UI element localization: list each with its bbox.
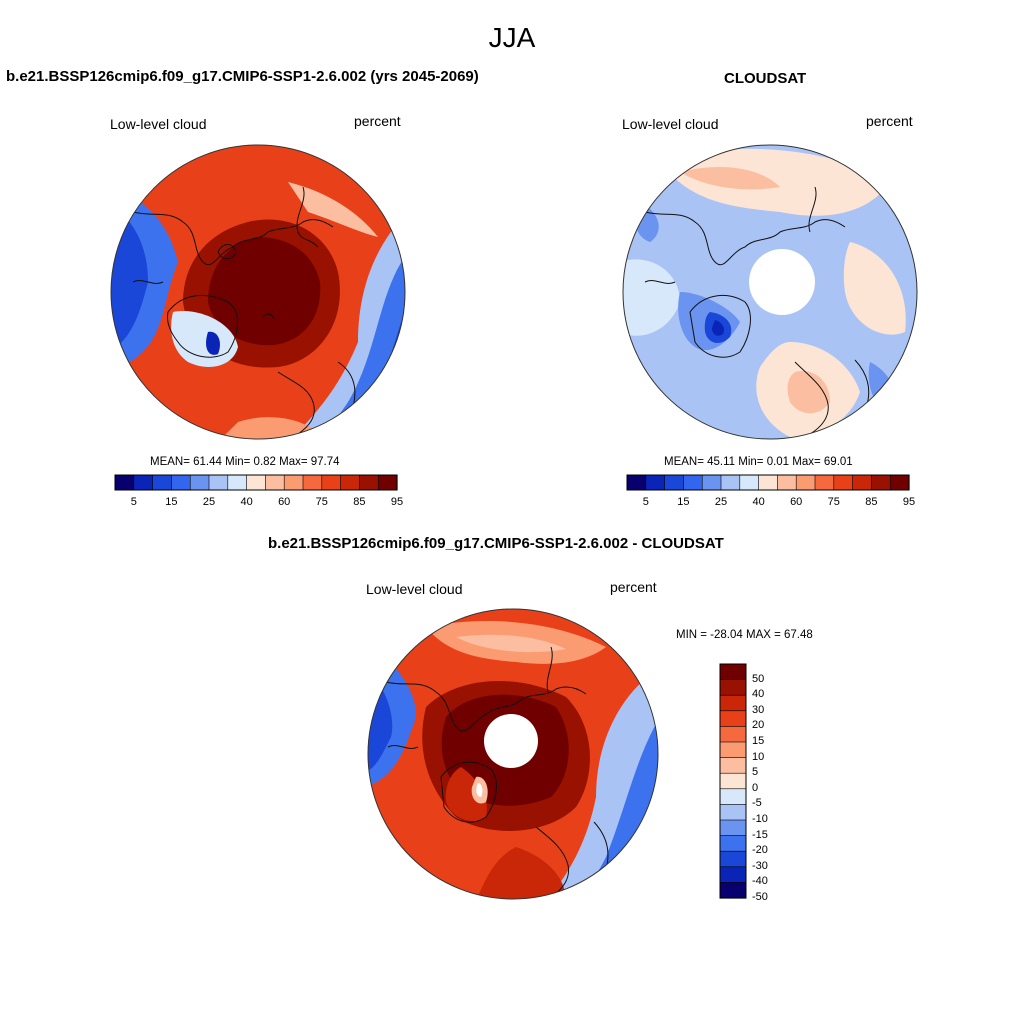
obs-colorbar-label: 60 — [790, 496, 803, 508]
diff-minmax: MIN = -28.04 MAX = 67.48 — [676, 629, 813, 641]
diff-colorbar-label: 0 — [752, 781, 759, 794]
diff-colorbar-label: 15 — [752, 735, 765, 747]
obs-colorbar-label: 95 — [902, 496, 916, 508]
diff-variable-label: Low-level cloud — [366, 581, 463, 597]
model-colorbar-label: 15 — [165, 496, 178, 508]
obs-colorbar-box — [889, 474, 910, 491]
model-colorbar-box — [208, 474, 229, 491]
obs-colorbar-box — [701, 474, 722, 491]
obs-colorbar-box — [871, 474, 891, 491]
season-title: JJA — [488, 22, 536, 53]
model-colorbar-label: 85 — [353, 496, 366, 508]
obs-colorbar-box — [777, 474, 797, 491]
obs-colorbar-label: 15 — [677, 496, 690, 508]
model-colorbar-label: 60 — [278, 496, 291, 508]
model-colorbar-box — [189, 474, 210, 491]
obs-colorbar-label: 85 — [865, 496, 878, 508]
diff-colorbar-label: -50 — [752, 891, 768, 903]
model-colorbar-label: 95 — [390, 496, 404, 508]
model-stats: MEAN= 61.44 Min= 0.82 Max= 97.74 — [150, 456, 340, 468]
diff-colorbar-box — [719, 726, 747, 743]
model-colorbar-box — [377, 474, 398, 491]
obs-colorbar-label: 75 — [827, 496, 840, 508]
diff-polar-map — [367, 608, 659, 900]
diff-colorbar — [719, 663, 747, 899]
model-colorbar-box — [359, 474, 379, 491]
obs-colorbar-box — [645, 474, 666, 491]
diff-colorbar-label: -40 — [752, 875, 768, 888]
obs-polar-map — [622, 144, 918, 440]
diff-colorbar-box — [719, 819, 747, 837]
diff-colorbar-label: -5 — [752, 797, 762, 810]
diff-colorbar-box — [719, 850, 747, 868]
obs-colorbar-label: 5 — [642, 496, 649, 508]
model-colorbar-label: 75 — [315, 496, 328, 508]
diff-colorbar-box — [719, 804, 747, 821]
obs-colorbar-label: 40 — [752, 496, 765, 508]
diff-colorbar-label: 5 — [752, 766, 759, 779]
diff-colorbar-label: 20 — [752, 719, 765, 732]
diff-colorbar-box — [719, 741, 747, 759]
model-colorbar-box — [171, 474, 191, 491]
diff-colorbar-box — [719, 679, 747, 696]
obs-units-label: percent — [866, 113, 913, 129]
diff-colorbar-box — [719, 710, 747, 727]
diff-colorbar-box — [719, 866, 747, 884]
diff-colorbar-box — [719, 757, 747, 774]
obs-colorbar — [626, 474, 910, 491]
model-colorbar-box — [246, 474, 267, 491]
model-colorbar-box — [265, 474, 285, 491]
model-colorbar-box — [152, 474, 172, 491]
obs-colorbar-box — [664, 474, 684, 491]
model-colorbar-box — [133, 474, 154, 491]
obs-colorbar-box — [739, 474, 760, 491]
model-variable-label: Low-level cloud — [110, 116, 207, 132]
diff-colorbar-box — [719, 882, 747, 899]
obs-variable-label: Low-level cloud — [622, 116, 719, 132]
diff-colorbar-label: 30 — [752, 703, 765, 716]
model-colorbar-label: 5 — [130, 496, 137, 508]
diff-colorbar-label: -15 — [752, 828, 768, 841]
obs-stats: MEAN= 45.11 Min= 0.01 Max= 69.01 — [664, 456, 853, 468]
diff-colorbar-label: -30 — [752, 859, 768, 872]
diff-colorbar-label: 40 — [752, 688, 765, 701]
diff-colorbar-label: 10 — [752, 750, 765, 763]
model-colorbar-label: 25 — [202, 496, 216, 508]
obs-colorbar-box — [814, 474, 835, 491]
model-panel-title: b.e21.BSSP126cmip6.f09_g17.CMIP6-SSP1-2.… — [6, 68, 479, 85]
diff-colorbar-label: -20 — [752, 844, 768, 857]
model-colorbar-box — [114, 474, 135, 491]
obs-panel-title: CLOUDSAT — [724, 70, 807, 87]
model-colorbar-box — [227, 474, 248, 491]
obs-colorbar-box — [852, 474, 873, 491]
model-colorbar — [114, 474, 398, 491]
diff-colorbar-box — [719, 694, 747, 712]
obs-colorbar-box — [626, 474, 647, 491]
obs-colorbar-box — [833, 474, 854, 491]
diff-colorbar-box — [719, 772, 747, 790]
model-units-label: percent — [354, 113, 401, 129]
diff-units-label: percent — [610, 579, 657, 595]
diff-panel-title: b.e21.BSSP126cmip6.f09_g17.CMIP6-SSP1-2.… — [268, 535, 724, 552]
model-polar-map — [110, 144, 406, 440]
model-colorbar-box — [302, 474, 323, 491]
obs-colorbar-label: 25 — [714, 496, 728, 508]
diff-colorbar-label: 50 — [752, 672, 765, 685]
diff-colorbar-label: -10 — [752, 813, 768, 825]
obs-colorbar-box — [758, 474, 779, 491]
model-colorbar-box — [283, 474, 304, 491]
diff-colorbar-box — [719, 663, 747, 681]
obs-colorbar-box — [795, 474, 816, 491]
obs-colorbar-box — [720, 474, 741, 491]
obs-colorbar-box — [683, 474, 703, 491]
model-colorbar-label: 40 — [240, 496, 253, 508]
diff-colorbar-box — [719, 788, 747, 806]
diff-colorbar-box — [719, 835, 747, 852]
model-colorbar-box — [321, 474, 342, 491]
model-colorbar-box — [340, 474, 361, 491]
